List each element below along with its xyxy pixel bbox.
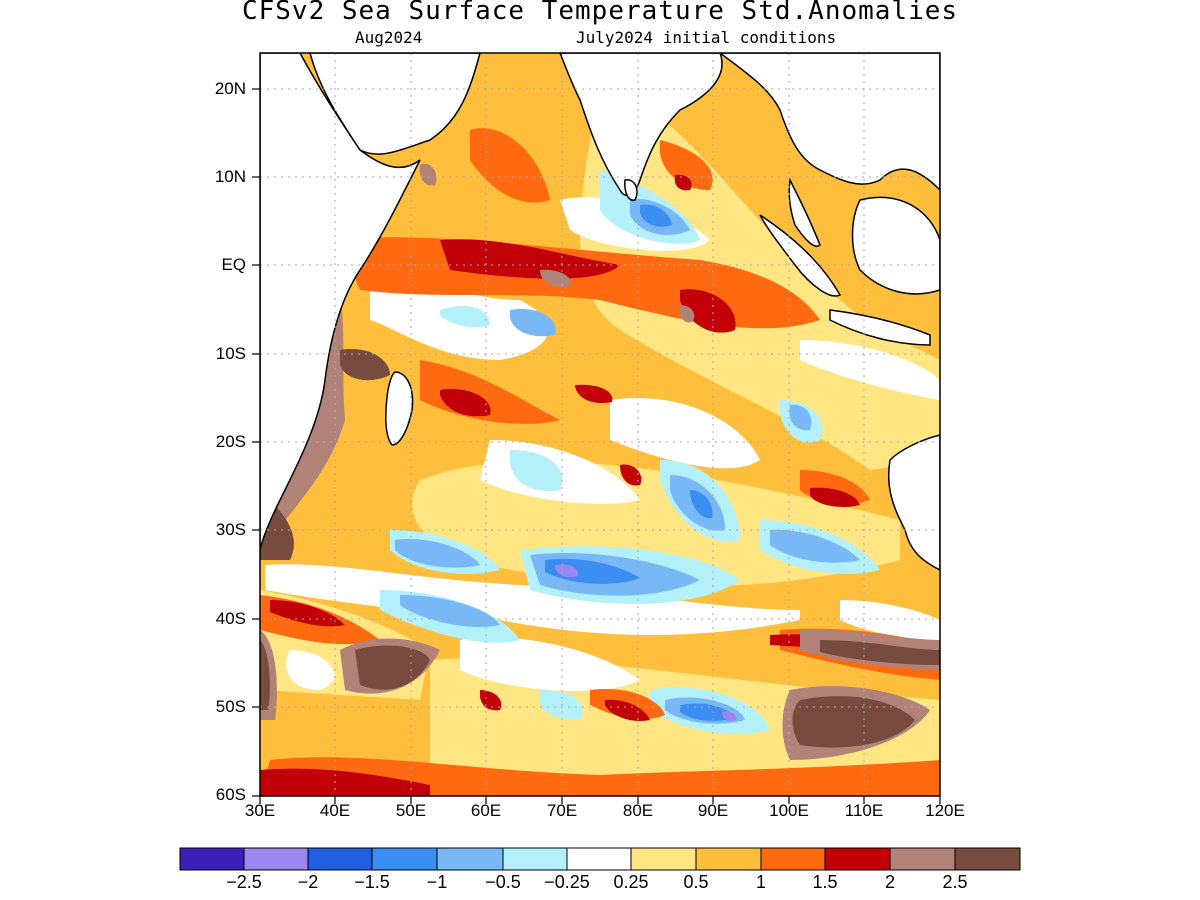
colorbar-label: 2.5 xyxy=(942,872,968,892)
lon-label: 70E xyxy=(546,801,578,820)
lon-label: 80E xyxy=(622,801,654,820)
lat-label: 60S xyxy=(215,785,246,804)
lon-label: 60E xyxy=(470,801,502,820)
colorbar xyxy=(179,847,1021,871)
colorbar-label: −2 xyxy=(297,872,319,892)
colorbar-label: −1 xyxy=(426,872,448,892)
colorbar-label: 0.25 xyxy=(613,872,649,892)
lat-label: 20N xyxy=(214,79,246,98)
colorbar-swatch xyxy=(630,847,697,871)
lat-label: 40S xyxy=(215,609,246,628)
lat-label: 30S xyxy=(215,520,246,539)
colorbar-swatch xyxy=(436,847,504,871)
colorbar-label: −0.25 xyxy=(544,872,590,892)
anomaly-field xyxy=(260,53,940,796)
lon-label: 30E xyxy=(244,801,276,820)
colorbar-label: 0.5 xyxy=(683,872,709,892)
colorbar-label: 2 xyxy=(884,872,895,892)
initial-conditions-label: July2024 initial conditions xyxy=(576,28,837,47)
lat-label: 10S xyxy=(215,344,246,363)
colorbar-label: 1.5 xyxy=(812,872,838,892)
colorbar-swatch xyxy=(179,847,245,871)
colorbar-swatch xyxy=(695,847,762,871)
colorbar-label: −0.5 xyxy=(485,872,521,892)
lat-label: EQ xyxy=(221,255,246,274)
lat-label: 50S xyxy=(215,697,246,716)
lon-label: 90E xyxy=(697,801,729,820)
colorbar-label: −2.5 xyxy=(226,872,262,892)
colorbar-swatch xyxy=(889,847,956,871)
gridlines xyxy=(260,53,940,796)
axis-ticks xyxy=(252,88,941,804)
lon-label: 110E xyxy=(844,801,884,820)
map-frame xyxy=(259,52,941,797)
lon-label: 120E xyxy=(925,801,965,820)
colorbar-label: −1.5 xyxy=(354,872,390,892)
map-title: CFSv2 Sea Surface Temperature Std.Anomal… xyxy=(241,0,959,26)
colorbar-swatch xyxy=(243,847,309,871)
colorbar-swatch xyxy=(760,847,826,871)
colorbar-swatch xyxy=(566,847,632,871)
lat-label: 20S xyxy=(215,432,246,451)
lon-label: 50E xyxy=(395,801,427,820)
lon-label: 40E xyxy=(319,801,351,820)
colorbar-swatch xyxy=(954,847,1021,871)
colorbar-swatch xyxy=(502,847,568,871)
colorbar-swatch xyxy=(824,847,891,871)
valid-month-label: Aug2024 xyxy=(355,28,423,47)
colorbar-swatch xyxy=(371,847,438,871)
colorbar-label: 1 xyxy=(755,872,766,892)
lat-label: 10N xyxy=(214,167,246,186)
lon-label: 100E xyxy=(769,801,809,820)
colorbar-swatch xyxy=(307,847,373,871)
